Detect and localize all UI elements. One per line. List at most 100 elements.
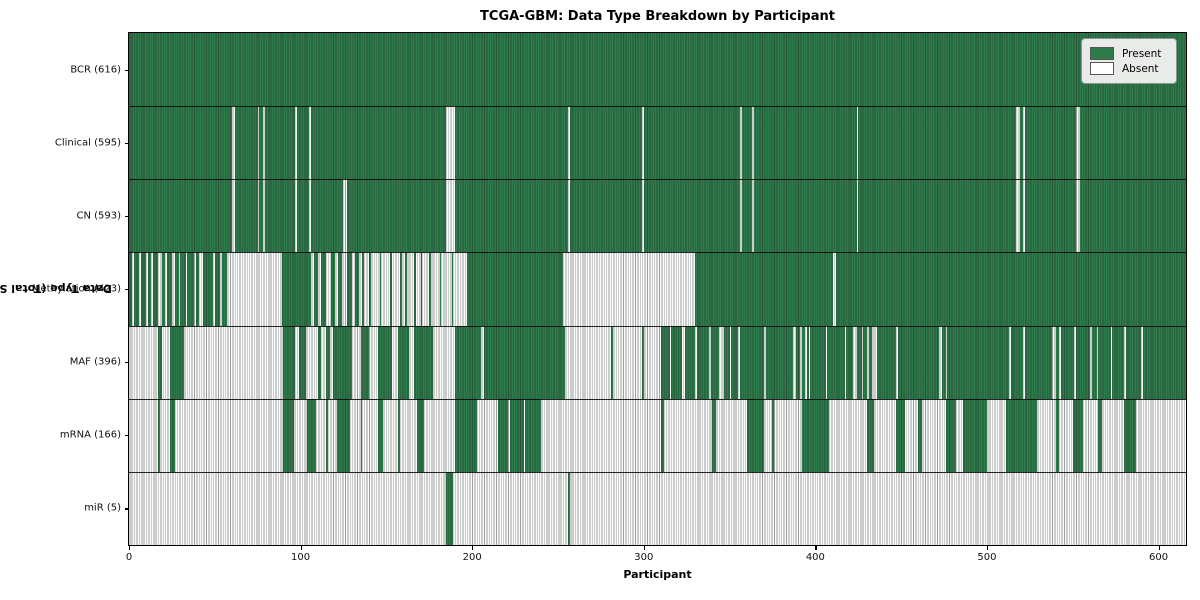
- segment-absent: [1059, 325, 1061, 399]
- legend: Present Absent: [1081, 38, 1177, 84]
- segment-absent: [165, 252, 167, 326]
- segment-absent: [309, 179, 311, 253]
- segment-absent: [422, 252, 430, 326]
- segment-absent: [568, 106, 570, 180]
- segment-absent: [358, 252, 363, 326]
- segment-absent: [262, 106, 265, 180]
- segment-absent: [1052, 325, 1056, 399]
- segment-absent: [401, 252, 406, 326]
- segment-absent: [139, 252, 141, 326]
- segment-absent: [431, 252, 440, 326]
- segment-absent: [432, 325, 455, 399]
- segment-present: [417, 398, 425, 472]
- segment-absent: [763, 325, 766, 399]
- legend-entry-absent: Absent: [1090, 62, 1168, 75]
- segment-absent: [219, 252, 222, 326]
- segment-absent: [1016, 106, 1020, 180]
- row-separator: [129, 252, 1186, 254]
- segment-absent: [151, 252, 153, 326]
- segment-present: [1124, 398, 1137, 472]
- segment-absent: [1076, 106, 1080, 180]
- segment-absent: [856, 106, 859, 180]
- y-tick-label-Methylation: Methylation (423): [31, 283, 121, 295]
- segment-absent: [310, 252, 315, 326]
- segment-present: [398, 398, 401, 472]
- x-tick: [815, 546, 817, 550]
- absent-swatch-icon: [1090, 62, 1114, 75]
- segment-absent: [799, 325, 802, 399]
- row-separator: [129, 179, 1186, 181]
- y-tick-label-miR: miR (5): [84, 502, 121, 514]
- segment-absent: [262, 179, 265, 253]
- x-tick: [1158, 546, 1160, 550]
- segment-absent: [370, 252, 380, 326]
- segment-absent: [1009, 325, 1011, 399]
- row-separator: [129, 471, 1186, 473]
- segment-absent: [896, 325, 898, 399]
- legend-absent-label: Absent: [1122, 62, 1159, 75]
- segment-absent: [1022, 106, 1025, 180]
- segment-absent: [381, 252, 390, 326]
- segment-present: [336, 398, 351, 472]
- segment-present: [945, 398, 957, 472]
- segment-absent: [480, 325, 485, 399]
- x-tick-label-500: 500: [977, 552, 997, 563]
- y-tick: [125, 362, 129, 364]
- segment-absent: [321, 325, 327, 399]
- segment-absent: [856, 179, 859, 253]
- row-CN: [129, 179, 1186, 253]
- segment-absent: [1096, 325, 1099, 399]
- segment-absent: [305, 325, 318, 399]
- x-tick-label-400: 400: [805, 552, 825, 563]
- segment-absent: [441, 252, 452, 326]
- segment-present: [1098, 398, 1102, 472]
- segment-absent: [861, 325, 864, 399]
- segment-absent: [612, 325, 643, 399]
- segment-absent: [642, 179, 644, 253]
- segment-absent: [391, 252, 401, 326]
- plot-area: [128, 32, 1187, 546]
- segment-present: [446, 471, 454, 545]
- segment-present: [525, 398, 541, 472]
- segment-absent: [231, 179, 236, 253]
- segment-absent: [1022, 179, 1025, 253]
- legend-present-label: Present: [1122, 47, 1162, 60]
- segment-absent: [643, 325, 661, 399]
- segment-absent: [832, 252, 836, 326]
- segment-absent: [295, 106, 298, 180]
- segment-present: [568, 471, 570, 545]
- segment-absent: [738, 325, 740, 399]
- row-BCR: [129, 33, 1186, 107]
- row-separator: [129, 106, 1186, 108]
- segment-absent: [415, 252, 421, 326]
- segment-present: [455, 398, 478, 472]
- segment-absent: [871, 325, 878, 399]
- segment-absent: [708, 325, 711, 399]
- chart-title: TCGA-GBM: Data Type Breakdown by Partici…: [480, 9, 835, 24]
- segment-absent: [695, 325, 697, 399]
- segment-absent: [805, 325, 807, 399]
- y-tick: [125, 142, 129, 144]
- segment-absent: [1076, 179, 1080, 253]
- segment-present: [497, 398, 509, 472]
- segment-absent: [719, 325, 725, 399]
- segment-absent: [369, 325, 378, 399]
- segment-absent: [446, 179, 456, 253]
- segment-present: [962, 398, 987, 472]
- segment-absent: [213, 252, 215, 326]
- segment-present: [170, 398, 176, 472]
- segment-absent: [295, 179, 298, 253]
- y-tick: [125, 69, 129, 71]
- y-tick-label-MAF: MAF (396): [69, 356, 121, 368]
- x-tick-label-600: 600: [1148, 552, 1169, 563]
- y-tick: [125, 289, 129, 291]
- segment-present: [1072, 398, 1084, 472]
- segment-present: [660, 398, 665, 472]
- segment-absent: [341, 252, 347, 326]
- segment-absent: [1124, 325, 1126, 399]
- segment-absent: [945, 325, 948, 399]
- segment-absent: [1089, 325, 1092, 399]
- segment-present: [158, 398, 160, 472]
- segment-absent: [751, 179, 754, 253]
